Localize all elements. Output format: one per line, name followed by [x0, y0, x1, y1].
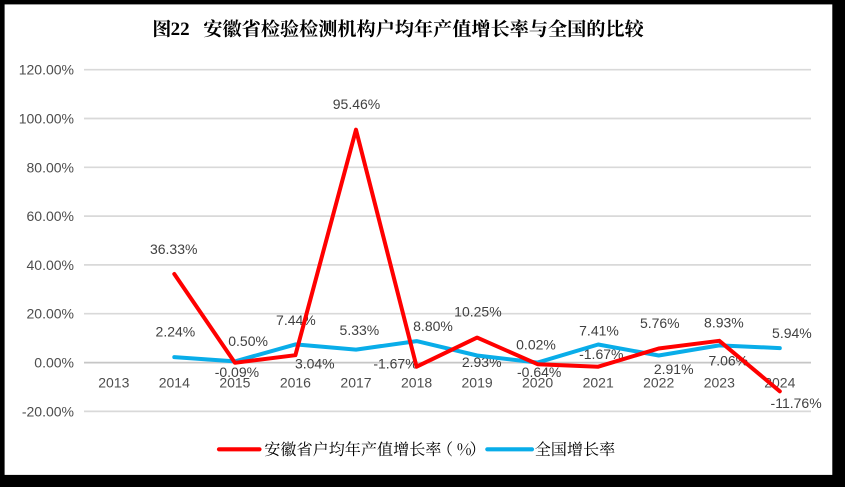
svg-text:2014: 2014	[159, 375, 190, 391]
svg-text:36.33%: 36.33%	[150, 241, 197, 257]
svg-text:-0.64%: -0.64%	[517, 364, 561, 380]
svg-text:2019: 2019	[462, 375, 493, 391]
svg-text:0.02%: 0.02%	[516, 336, 556, 352]
svg-text:10.25%: 10.25%	[454, 304, 501, 320]
svg-text:2020: 2020	[522, 375, 553, 391]
svg-text:120.00%: 120.00%	[19, 62, 74, 78]
svg-text:100.00%: 100.00%	[19, 111, 74, 127]
svg-text:5.33%: 5.33%	[340, 322, 380, 338]
svg-text:80.00%: 80.00%	[27, 159, 74, 175]
svg-text:-1.67%: -1.67%	[579, 346, 623, 362]
svg-text:8.93%: 8.93%	[704, 315, 744, 331]
svg-text:-1.67%: -1.67%	[373, 356, 417, 372]
svg-text:2021: 2021	[583, 375, 614, 391]
svg-text:2022: 2022	[643, 375, 674, 391]
svg-text:2.24%: 2.24%	[156, 324, 196, 340]
svg-text:2013: 2013	[98, 375, 129, 391]
svg-text:40.00%: 40.00%	[27, 257, 74, 273]
svg-text:-0.09%: -0.09%	[215, 364, 259, 380]
svg-text:0.50%: 0.50%	[228, 333, 268, 349]
svg-text:60.00%: 60.00%	[27, 208, 74, 224]
svg-text:8.80%: 8.80%	[413, 318, 453, 334]
svg-text:-20.00%: -20.00%	[22, 403, 74, 419]
svg-text:2017: 2017	[340, 375, 371, 391]
svg-text:2015: 2015	[219, 375, 250, 391]
svg-text:5.94%: 5.94%	[772, 325, 812, 341]
svg-text:5.76%: 5.76%	[640, 315, 680, 331]
svg-text:2023: 2023	[704, 375, 735, 391]
svg-text:7.41%: 7.41%	[579, 323, 619, 339]
svg-text:2.91%: 2.91%	[654, 361, 694, 377]
svg-text:22: 22	[171, 19, 190, 40]
svg-text:3.04%: 3.04%	[295, 355, 335, 371]
svg-text:20.00%: 20.00%	[27, 306, 74, 322]
svg-text:2016: 2016	[280, 375, 311, 391]
svg-text:-11.76%: -11.76%	[771, 395, 822, 411]
svg-text:7.44%: 7.44%	[276, 312, 316, 328]
svg-text:2018: 2018	[401, 375, 432, 391]
svg-text:95.46%: 95.46%	[333, 96, 380, 112]
svg-text:0.00%: 0.00%	[34, 355, 74, 371]
